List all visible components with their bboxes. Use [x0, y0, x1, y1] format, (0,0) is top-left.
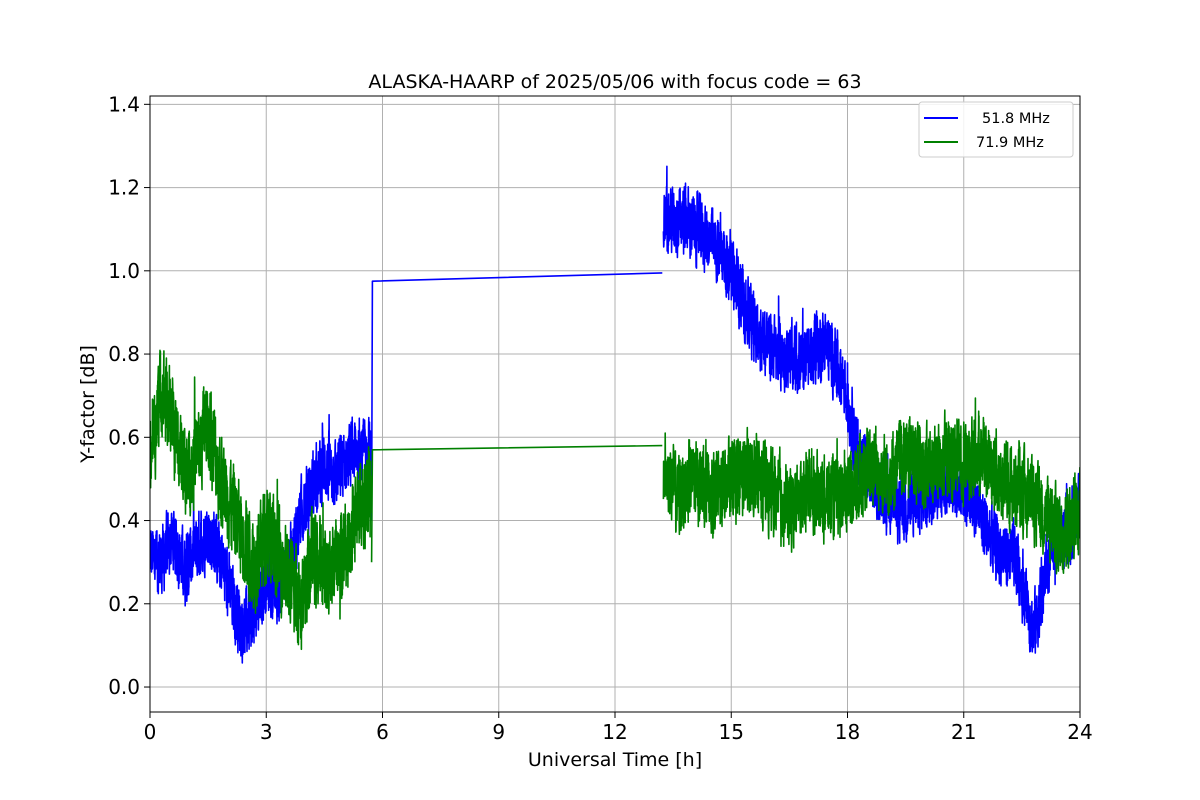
x-tick-label: 0: [144, 720, 157, 744]
series-layer: [150, 165, 1080, 664]
x-tick-label: 15: [719, 720, 744, 744]
legend: 51.8 MHz 71.9 MHz: [918, 101, 1074, 158]
legend-box: [918, 101, 1074, 158]
x-tick-label: 18: [835, 720, 860, 744]
x-axis-label: Universal Time [h]: [528, 749, 702, 771]
y-axis-label: Y-factor [dB]: [77, 345, 99, 464]
series-line-71-9-mhz-part-0: [150, 349, 372, 651]
y-tick-label: 0.4: [108, 509, 140, 533]
y-tick-label: 1.0: [108, 259, 140, 283]
series-line-51-8-mhz-part-0: [150, 413, 372, 664]
x-tick-label: 6: [376, 720, 389, 744]
y-tick-label: 1.2: [108, 176, 140, 200]
series-line-71-9-mhz-part-1: [370, 444, 663, 563]
x-axis-ticks: 0 3 6 9 12 15 18 21 24: [144, 712, 1093, 744]
series-line-71-9-mhz-part-2: [662, 397, 1080, 575]
y-tick-label: 0.6: [108, 425, 140, 449]
legend-label-71-9: 71.9 MHz: [976, 135, 1044, 151]
y-tick-label: 0.8: [108, 342, 140, 366]
chart-title: ALASKA-HAARP of 2025/05/06 with focus co…: [368, 71, 861, 93]
y-axis-ticks: 0.0 0.2 0.4 0.6 0.8 1.0 1.2 1.4: [108, 92, 150, 699]
x-tick-label: 24: [1067, 720, 1092, 744]
y-tick-label: 1.4: [108, 92, 140, 116]
x-tick-label: 21: [951, 720, 976, 744]
x-tick-label: 3: [260, 720, 273, 744]
legend-label-51-8: 51.8 MHz: [982, 111, 1050, 127]
y-tick-label: 0.0: [108, 675, 140, 699]
x-tick-label: 12: [602, 720, 627, 744]
y-tick-label: 0.2: [108, 592, 140, 616]
x-tick-label: 9: [492, 720, 505, 744]
series-line-51-8-mhz-part-1: [370, 272, 663, 521]
